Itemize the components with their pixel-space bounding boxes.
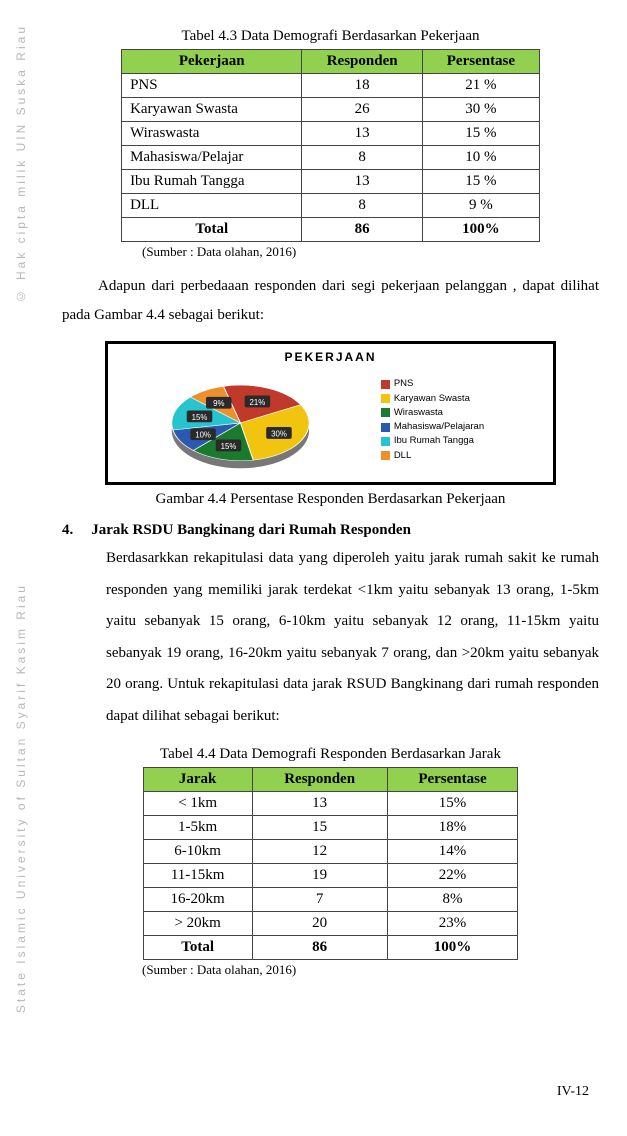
table2-col-2: Persentase bbox=[387, 768, 518, 792]
svg-text:9%: 9% bbox=[213, 399, 224, 408]
section-body: Berdasarkkan rekapitulasi data yang dipe… bbox=[106, 543, 599, 732]
table-row: Karyawan Swasta2630 % bbox=[122, 98, 540, 122]
legend-label: PNS bbox=[394, 377, 414, 391]
table-row: Mahasiswa/Pelajar810 % bbox=[122, 146, 540, 170]
legend-item: PNS bbox=[381, 377, 484, 391]
table-row: PNS1821 % bbox=[122, 74, 540, 98]
legend-swatch bbox=[381, 437, 390, 446]
page-content: Tabel 4.3 Data Demografi Berdasarkan Pek… bbox=[42, 0, 627, 998]
legend-label: DLL bbox=[394, 449, 411, 463]
legend-item: Ibu Rumah Tangga bbox=[381, 434, 484, 448]
legend-item: Wiraswasta bbox=[381, 406, 484, 420]
table1-total-row: Total86100% bbox=[122, 218, 540, 242]
pie-legend: PNSKaryawan SwastaWiraswastaMahasiswa/Pe… bbox=[381, 377, 484, 463]
legend-item: Mahasiswa/Pelajaran bbox=[381, 420, 484, 434]
table1-header-row: Pekerjaan Responden Persentase bbox=[122, 50, 540, 74]
table2-body: < 1km1315% 1-5km1518% 6-10km1214% 11-15k… bbox=[143, 792, 518, 960]
table1-col-2: Persentase bbox=[422, 50, 539, 74]
paragraph-intro: Adapun dari perbedaaan responden dari se… bbox=[62, 272, 599, 329]
table-row: 16-20km78% bbox=[143, 888, 518, 912]
table2-col-0: Jarak bbox=[143, 768, 252, 792]
legend-swatch bbox=[381, 380, 390, 389]
table-row: DLL89 % bbox=[122, 194, 540, 218]
legend-label: Wiraswasta bbox=[394, 406, 443, 420]
legend-swatch bbox=[381, 451, 390, 460]
table-row: < 1km1315% bbox=[143, 792, 518, 816]
table2: Jarak Responden Persentase < 1km1315% 1-… bbox=[143, 767, 519, 960]
svg-text:21%: 21% bbox=[250, 398, 266, 407]
figure-caption: Gambar 4.4 Persentase Responden Berdasar… bbox=[62, 491, 599, 508]
pie-figure: PEKERJAAN 21% 30% 15% 10% 15% 9% PNSKaryawan … bbox=[105, 341, 556, 485]
page-number: IV-12 bbox=[557, 1084, 589, 1100]
table1-source: (Sumber : Data olahan, 2016) bbox=[142, 244, 599, 260]
pie-title: PEKERJAAN bbox=[116, 350, 545, 364]
table1-col-0: Pekerjaan bbox=[122, 50, 302, 74]
table-row: Wiraswasta1315 % bbox=[122, 122, 540, 146]
legend-label: Ibu Rumah Tangga bbox=[394, 434, 474, 448]
table1: Pekerjaan Responden Persentase PNS1821 %… bbox=[121, 49, 540, 242]
legend-label: Mahasiswa/Pelajaran bbox=[394, 420, 484, 434]
table2-col-1: Responden bbox=[252, 768, 387, 792]
svg-text:15%: 15% bbox=[221, 442, 237, 451]
legend-label: Karyawan Swasta bbox=[394, 392, 470, 406]
copyright-vertical: © Hak cipta milik UIN Suska Riau bbox=[14, 24, 28, 303]
section-header: 4. Jarak RSDU Bangkinang dari Rumah Resp… bbox=[62, 522, 599, 539]
legend-swatch bbox=[381, 408, 390, 417]
legend-swatch bbox=[381, 394, 390, 403]
table-row: 6-10km1214% bbox=[143, 840, 518, 864]
table-row: 11-15km1922% bbox=[143, 864, 518, 888]
table1-caption: Tabel 4.3 Data Demografi Berdasarkan Pek… bbox=[62, 28, 599, 45]
svg-text:10%: 10% bbox=[195, 431, 211, 440]
table1-col-1: Responden bbox=[302, 50, 422, 74]
table2-source: (Sumber : Data olahan, 2016) bbox=[142, 962, 599, 978]
svg-text:30%: 30% bbox=[271, 429, 287, 438]
svg-text:15%: 15% bbox=[192, 413, 208, 422]
section-number: 4. bbox=[62, 522, 73, 539]
table-row: > 20km2023% bbox=[143, 912, 518, 936]
table-row: 1-5km1518% bbox=[143, 816, 518, 840]
section-title: Jarak RSDU Bangkinang dari Rumah Respond… bbox=[91, 522, 411, 539]
pie-chart-svg: 21% 30% 15% 10% 15% 9% bbox=[116, 366, 365, 474]
university-vertical: State Islamic University of Sultan Syari… bbox=[14, 583, 28, 1013]
legend-swatch bbox=[381, 423, 390, 432]
table2-total-row: Total86100% bbox=[143, 936, 518, 960]
left-sidebar: © Hak cipta milik UIN Suska Riau State I… bbox=[0, 0, 42, 1136]
table2-caption: Tabel 4.4 Data Demografi Responden Berda… bbox=[62, 746, 599, 763]
legend-item: Karyawan Swasta bbox=[381, 392, 484, 406]
legend-item: DLL bbox=[381, 449, 484, 463]
table2-header-row: Jarak Responden Persentase bbox=[143, 768, 518, 792]
table-row: Ibu Rumah Tangga1315 % bbox=[122, 170, 540, 194]
table1-body: PNS1821 % Karyawan Swasta2630 % Wiraswas… bbox=[122, 74, 540, 242]
